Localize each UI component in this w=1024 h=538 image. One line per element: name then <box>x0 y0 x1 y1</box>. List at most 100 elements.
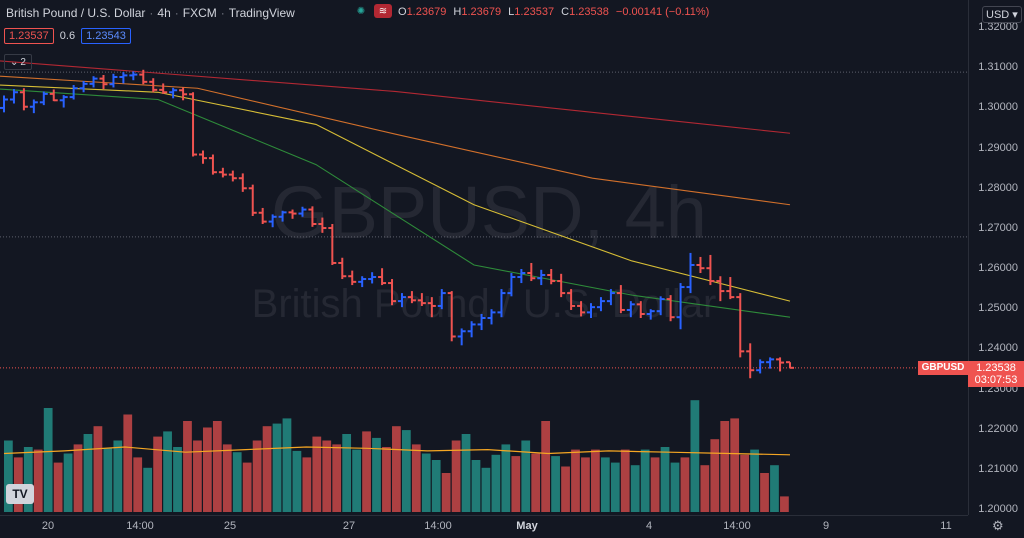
volume-bar <box>451 440 461 512</box>
moving-average-line <box>0 75 791 206</box>
volume-bar <box>322 440 332 512</box>
volume-bar <box>740 454 750 512</box>
price-tick-label: 1.27000 <box>978 221 1018 234</box>
volume-bar <box>43 408 53 512</box>
source-label: TradingView <box>228 6 295 20</box>
symbol-name[interactable]: British Pound / U.S. Dollar <box>6 6 146 20</box>
volume-bar <box>501 444 511 512</box>
time-tick-label: 27 <box>342 520 356 532</box>
volume-bar <box>183 421 192 512</box>
volume-bar <box>421 453 431 512</box>
volume-bar <box>591 449 600 512</box>
spread-value: 0.6 <box>59 30 76 42</box>
price-chart-svg[interactable] <box>0 0 968 515</box>
low-label: L <box>508 6 515 18</box>
volume-bar <box>680 457 690 512</box>
volume-bar <box>382 447 391 512</box>
volume-bar <box>242 462 252 512</box>
volume-bar <box>342 434 352 512</box>
volume-bar <box>441 473 451 512</box>
volume-bar <box>461 434 471 512</box>
moving-average-line <box>0 84 791 302</box>
sell-button[interactable]: 1.23537 <box>4 28 54 44</box>
volume-bar <box>93 426 103 512</box>
time-tick-label: May <box>516 520 538 532</box>
moving-average-line <box>0 88 791 318</box>
price-tick-label: 1.24000 <box>978 342 1018 355</box>
volume-bar <box>53 462 63 512</box>
volume-bar <box>232 452 242 512</box>
volume-bar <box>222 444 232 512</box>
tradingview-logo-icon[interactable]: TV <box>6 484 34 504</box>
volume-bar <box>660 447 670 512</box>
volume-bar <box>23 447 33 512</box>
volume-bar <box>302 457 312 512</box>
gear-icon[interactable]: ⚙ <box>992 518 1004 533</box>
volume-bar <box>193 440 202 512</box>
volume-bar <box>123 414 133 512</box>
volume-bar <box>173 447 182 512</box>
currency-button[interactable]: USD ▾ <box>982 6 1022 23</box>
volume-bar <box>63 453 73 512</box>
chevron-down-icon: ⌄ <box>10 56 19 68</box>
volume-bar <box>640 449 650 512</box>
interval-label[interactable]: 4h <box>157 6 171 20</box>
price-axis[interactable]: 1.32000 1.31000 1.30000 1.29000 1.28000 1.270… <box>968 0 1024 515</box>
moving-average-line <box>0 60 791 134</box>
time-axis[interactable]: 20 14:00 25 27 14:00 May 4 14:00 9 11 <box>0 515 968 538</box>
price-tick-label: 1.31000 <box>978 61 1018 74</box>
chevron-down-icon: ▾ <box>1009 9 1018 21</box>
buy-button[interactable]: 1.23543 <box>81 28 131 44</box>
volume-bar <box>531 453 541 512</box>
change-value: −0.00141 (−0.11%) <box>615 6 710 18</box>
volume-bar <box>143 467 153 512</box>
price-tick-label: 1.30000 <box>978 101 1018 114</box>
price-tick-label: 1.32000 <box>978 21 1018 33</box>
volume-bar <box>551 456 560 512</box>
volume-bar <box>780 496 789 512</box>
volume-bar <box>282 418 292 512</box>
volume-bar <box>760 473 769 512</box>
volume-ma-line <box>3 446 791 456</box>
price-tick-label: 1.26000 <box>978 262 1018 274</box>
price-tick-label: 1.28000 <box>978 181 1018 194</box>
separator-dot: · <box>149 6 154 20</box>
volume-bar <box>600 457 610 512</box>
price-tick-label: 1.21000 <box>978 462 1018 475</box>
volume-bar <box>541 421 551 512</box>
time-tick-label: 4 <box>645 520 653 532</box>
price-tick-label: 1.22000 <box>978 422 1018 435</box>
currency-label: USD <box>986 9 1010 21</box>
volume-bar <box>312 436 322 512</box>
chart-pane[interactable]: GBPUSD, 4h British Pound / U.S. Dollar B… <box>0 0 968 538</box>
network-icon[interactable]: ✺ <box>356 5 366 17</box>
volume-bar <box>650 457 660 512</box>
high-value: 1.23679 <box>461 6 502 18</box>
volume-bar <box>262 426 272 512</box>
flag-icon[interactable]: ≋ <box>374 4 392 18</box>
volume-bar <box>163 431 172 512</box>
volume-bar <box>362 431 371 512</box>
volume-bar <box>252 440 262 512</box>
volume-bar <box>561 466 570 512</box>
separator-dot: · <box>174 6 179 20</box>
volume-bar <box>212 421 222 512</box>
last-price-value: 1.23538 <box>976 361 1016 374</box>
time-tick-label: 14:00 <box>424 520 452 532</box>
last-price-badge: 1.23538 03:07:53 <box>968 360 1024 387</box>
volume-bar <box>401 430 411 512</box>
volume-bar <box>730 418 740 512</box>
close-label: C <box>561 6 570 18</box>
indicators-collapse-button[interactable]: ⌄ 2 <box>4 54 32 70</box>
volume-bar <box>352 449 361 512</box>
volume-bar <box>610 462 620 512</box>
watermark-symbol: GBPUSD, 4h <box>271 171 707 254</box>
volume-bar <box>83 434 93 512</box>
time-tick-label: 25 <box>223 520 237 532</box>
open-label: O <box>398 6 407 18</box>
volume-bar <box>292 450 302 512</box>
volume-bar <box>511 456 521 512</box>
volume-bar <box>770 465 779 512</box>
volume-bar <box>372 437 381 512</box>
price-tick-label: 1.29000 <box>978 141 1018 154</box>
